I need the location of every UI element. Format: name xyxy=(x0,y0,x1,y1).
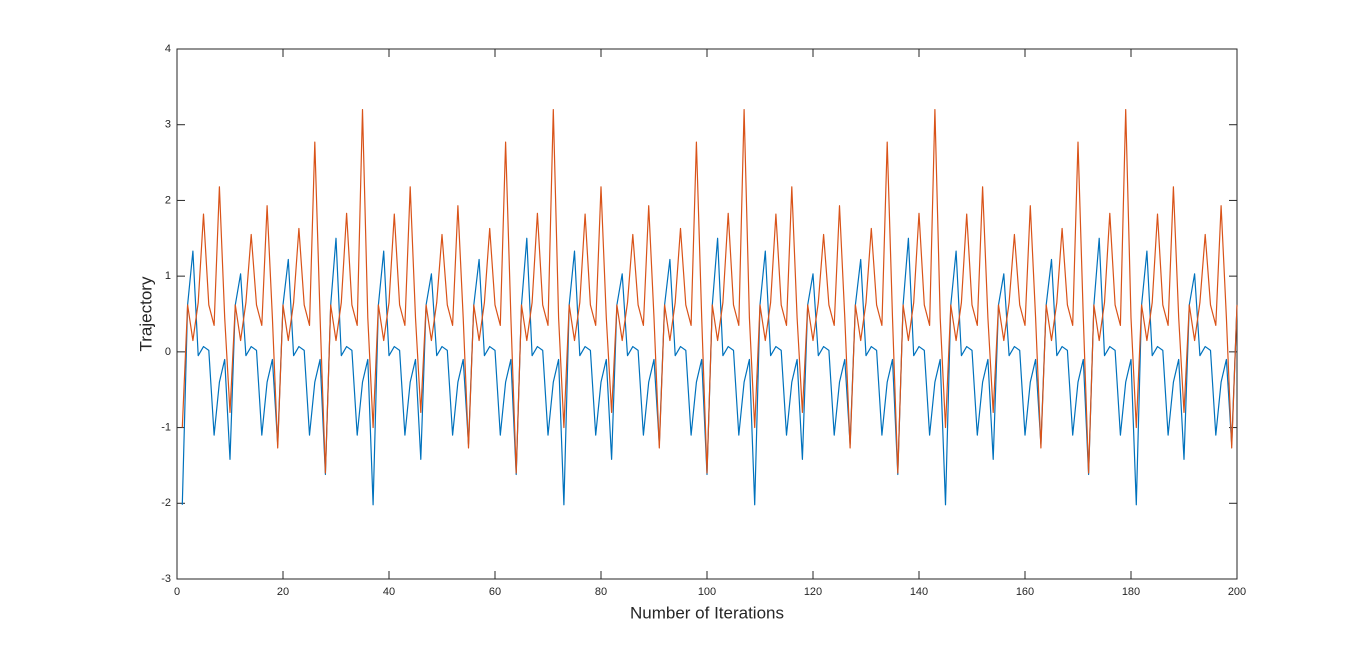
x-tick-label: 40 xyxy=(383,586,395,598)
axes-box xyxy=(176,48,1238,580)
x-tick-label: 200 xyxy=(1228,586,1246,598)
x-tick-label: 80 xyxy=(595,586,607,598)
y-tick-label: -3 xyxy=(161,573,171,585)
y-tick-label: -2 xyxy=(161,497,171,509)
x-tick-label: 120 xyxy=(804,586,822,598)
y-tick-label: 3 xyxy=(165,119,171,131)
y-axis-label: Trajectory xyxy=(136,276,155,351)
y-tick-label: 0 xyxy=(165,346,171,358)
x-tick-label: 180 xyxy=(1122,586,1140,598)
x-tick-label: 160 xyxy=(1016,586,1034,598)
x-axis-label: Number of Iterations xyxy=(630,603,784,622)
x-tick-label: 140 xyxy=(910,586,928,598)
y-tick-label: 2 xyxy=(165,194,171,206)
x-tick-label: 60 xyxy=(489,586,501,598)
y-tick-label: -1 xyxy=(161,421,171,433)
data-line xyxy=(181,108,1238,474)
y-tick-label: 4 xyxy=(165,43,171,55)
x-tick-label: 100 xyxy=(698,586,716,598)
x-tick-label: 0 xyxy=(174,586,180,598)
x-tick-label: 20 xyxy=(277,586,289,598)
y-tick-label: 1 xyxy=(165,270,171,282)
